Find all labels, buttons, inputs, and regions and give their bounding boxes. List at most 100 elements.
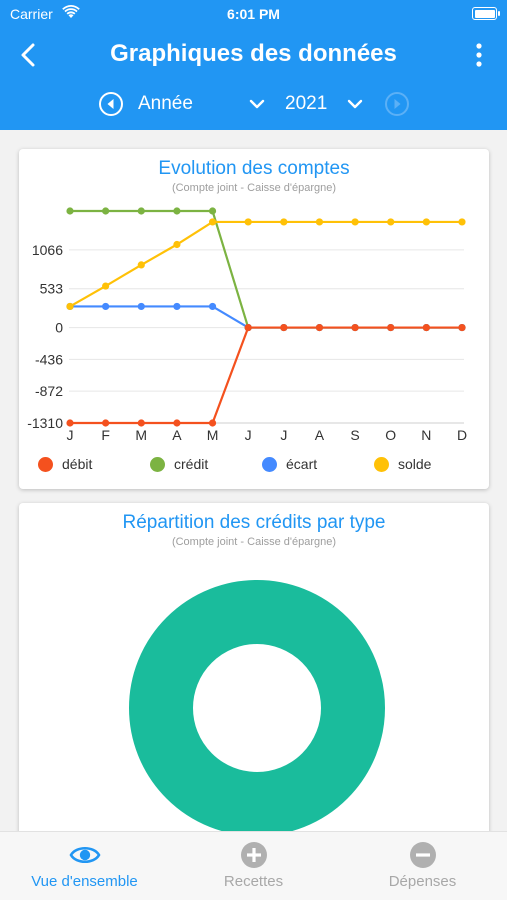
- x-tick-label: J: [245, 427, 252, 443]
- x-tick-label: J: [280, 427, 287, 443]
- series-line-débit: [70, 326, 462, 425]
- chevron-left-icon: [21, 43, 35, 67]
- x-tick-label: S: [350, 427, 359, 443]
- data-point: [102, 282, 110, 290]
- y-tick-label: 0: [55, 320, 63, 336]
- next-period-button[interactable]: [384, 91, 410, 117]
- carrier-label: Carrier: [10, 6, 53, 22]
- data-point: [208, 302, 217, 311]
- data-point: [173, 419, 181, 427]
- legend-swatch: [262, 457, 277, 472]
- chart-subtitle: (Compte joint - Caisse d'épargne): [171, 536, 337, 548]
- data-point: [173, 302, 181, 311]
- chart-title: Répartition des crédits par type: [122, 512, 386, 533]
- data-point: [102, 302, 110, 311]
- chevron-down-icon: [249, 99, 265, 109]
- data-point: [244, 323, 252, 332]
- wifi-icon: [62, 5, 80, 18]
- tab-expenses[interactable]: Dépenses: [338, 832, 507, 900]
- x-tick-label: D: [457, 427, 467, 443]
- legend-label: écart: [286, 456, 318, 472]
- data-point: [102, 207, 110, 215]
- legend-swatch: [150, 457, 165, 472]
- x-tick-label: F: [101, 427, 110, 443]
- data-point: [102, 419, 110, 427]
- y-tick-label: 533: [40, 281, 64, 297]
- legend-swatch: [38, 457, 53, 472]
- data-point: [208, 218, 217, 226]
- donut-chart: [129, 580, 385, 836]
- data-point: [173, 240, 181, 249]
- chart-subtitle: (Compte joint - Caisse d'épargne): [171, 182, 337, 194]
- data-point: [315, 218, 324, 226]
- x-tick-label: M: [135, 427, 147, 443]
- y-tick-label: -1310: [27, 415, 63, 431]
- data-point: [315, 323, 324, 332]
- arrow-right-circle-icon: [385, 92, 409, 116]
- previous-period-button[interactable]: [98, 91, 124, 117]
- x-tick-label: N: [421, 427, 431, 443]
- arrow-left-circle-icon: [99, 92, 123, 116]
- more-options-button[interactable]: [469, 42, 489, 68]
- legend-label: débit: [62, 456, 93, 472]
- plus-circle-icon: [241, 842, 267, 868]
- data-point: [137, 302, 145, 311]
- y-tick-label: -436: [35, 351, 63, 367]
- data-point: [137, 419, 145, 427]
- donut-slice: [129, 580, 385, 836]
- data-point: [280, 218, 288, 226]
- year-dropdown-button[interactable]: [346, 95, 364, 113]
- data-point: [66, 302, 74, 311]
- legend-label: crédit: [174, 456, 209, 472]
- data-point: [208, 207, 217, 215]
- data-point: [458, 323, 466, 332]
- app-header: Carrier 6:01 PM Graphiques des données A…: [0, 0, 507, 130]
- credits-breakdown-card: Répartition des crédits par type (Compte…: [19, 503, 489, 863]
- more-vertical-icon: [476, 43, 482, 67]
- data-point: [387, 323, 395, 332]
- page-title: Graphiques des données: [110, 40, 397, 67]
- data-point: [351, 323, 359, 332]
- y-tick-label: -872: [35, 383, 63, 399]
- legend-label: solde: [398, 456, 432, 472]
- series-line-solde: [69, 220, 462, 308]
- tab-bar: Vue d'ensemble Recettes Dépenses: [0, 831, 507, 900]
- chevron-down-icon: [347, 99, 363, 109]
- data-point: [422, 218, 430, 226]
- data-point: [208, 419, 217, 427]
- x-tick-label: O: [385, 427, 396, 443]
- tab-label: Recettes: [223, 873, 284, 890]
- tab-overview[interactable]: Vue d'ensemble: [0, 832, 169, 900]
- period-dropdown-button[interactable]: [248, 95, 266, 113]
- chart-title: Evolution des comptes: [158, 158, 350, 179]
- back-button[interactable]: [14, 40, 44, 70]
- period-type-label[interactable]: Année: [138, 93, 193, 114]
- data-point: [280, 323, 288, 332]
- data-point: [173, 207, 181, 215]
- data-point: [244, 218, 252, 226]
- status-bar: Carrier 6:01 PM: [0, 0, 507, 28]
- tab-income[interactable]: Recettes: [169, 832, 338, 900]
- x-tick-label: A: [315, 427, 325, 443]
- data-point: [458, 218, 466, 226]
- x-tick-label: J: [67, 427, 74, 443]
- accounts-evolution-card: Evolution des comptes (Compte joint - Ca…: [19, 149, 489, 489]
- series-line-écart: [70, 305, 462, 329]
- tab-label: Dépenses: [388, 873, 457, 890]
- x-tick-label: M: [207, 427, 219, 443]
- y-tick-label: 1066: [32, 242, 63, 258]
- data-point: [66, 419, 74, 427]
- clock: 6:01 PM: [227, 6, 280, 22]
- chart-legend: débit crédit écart solde: [19, 455, 489, 475]
- x-tick-label: A: [172, 427, 182, 443]
- series-line-crédit: [70, 209, 462, 329]
- eye-icon: [69, 846, 101, 864]
- minus-circle-icon: [410, 842, 436, 868]
- legend-swatch: [374, 457, 389, 472]
- battery-icon: [472, 7, 500, 20]
- year-label[interactable]: 2021: [285, 93, 328, 114]
- data-point: [387, 218, 395, 226]
- data-point: [137, 261, 145, 269]
- data-point: [351, 218, 359, 226]
